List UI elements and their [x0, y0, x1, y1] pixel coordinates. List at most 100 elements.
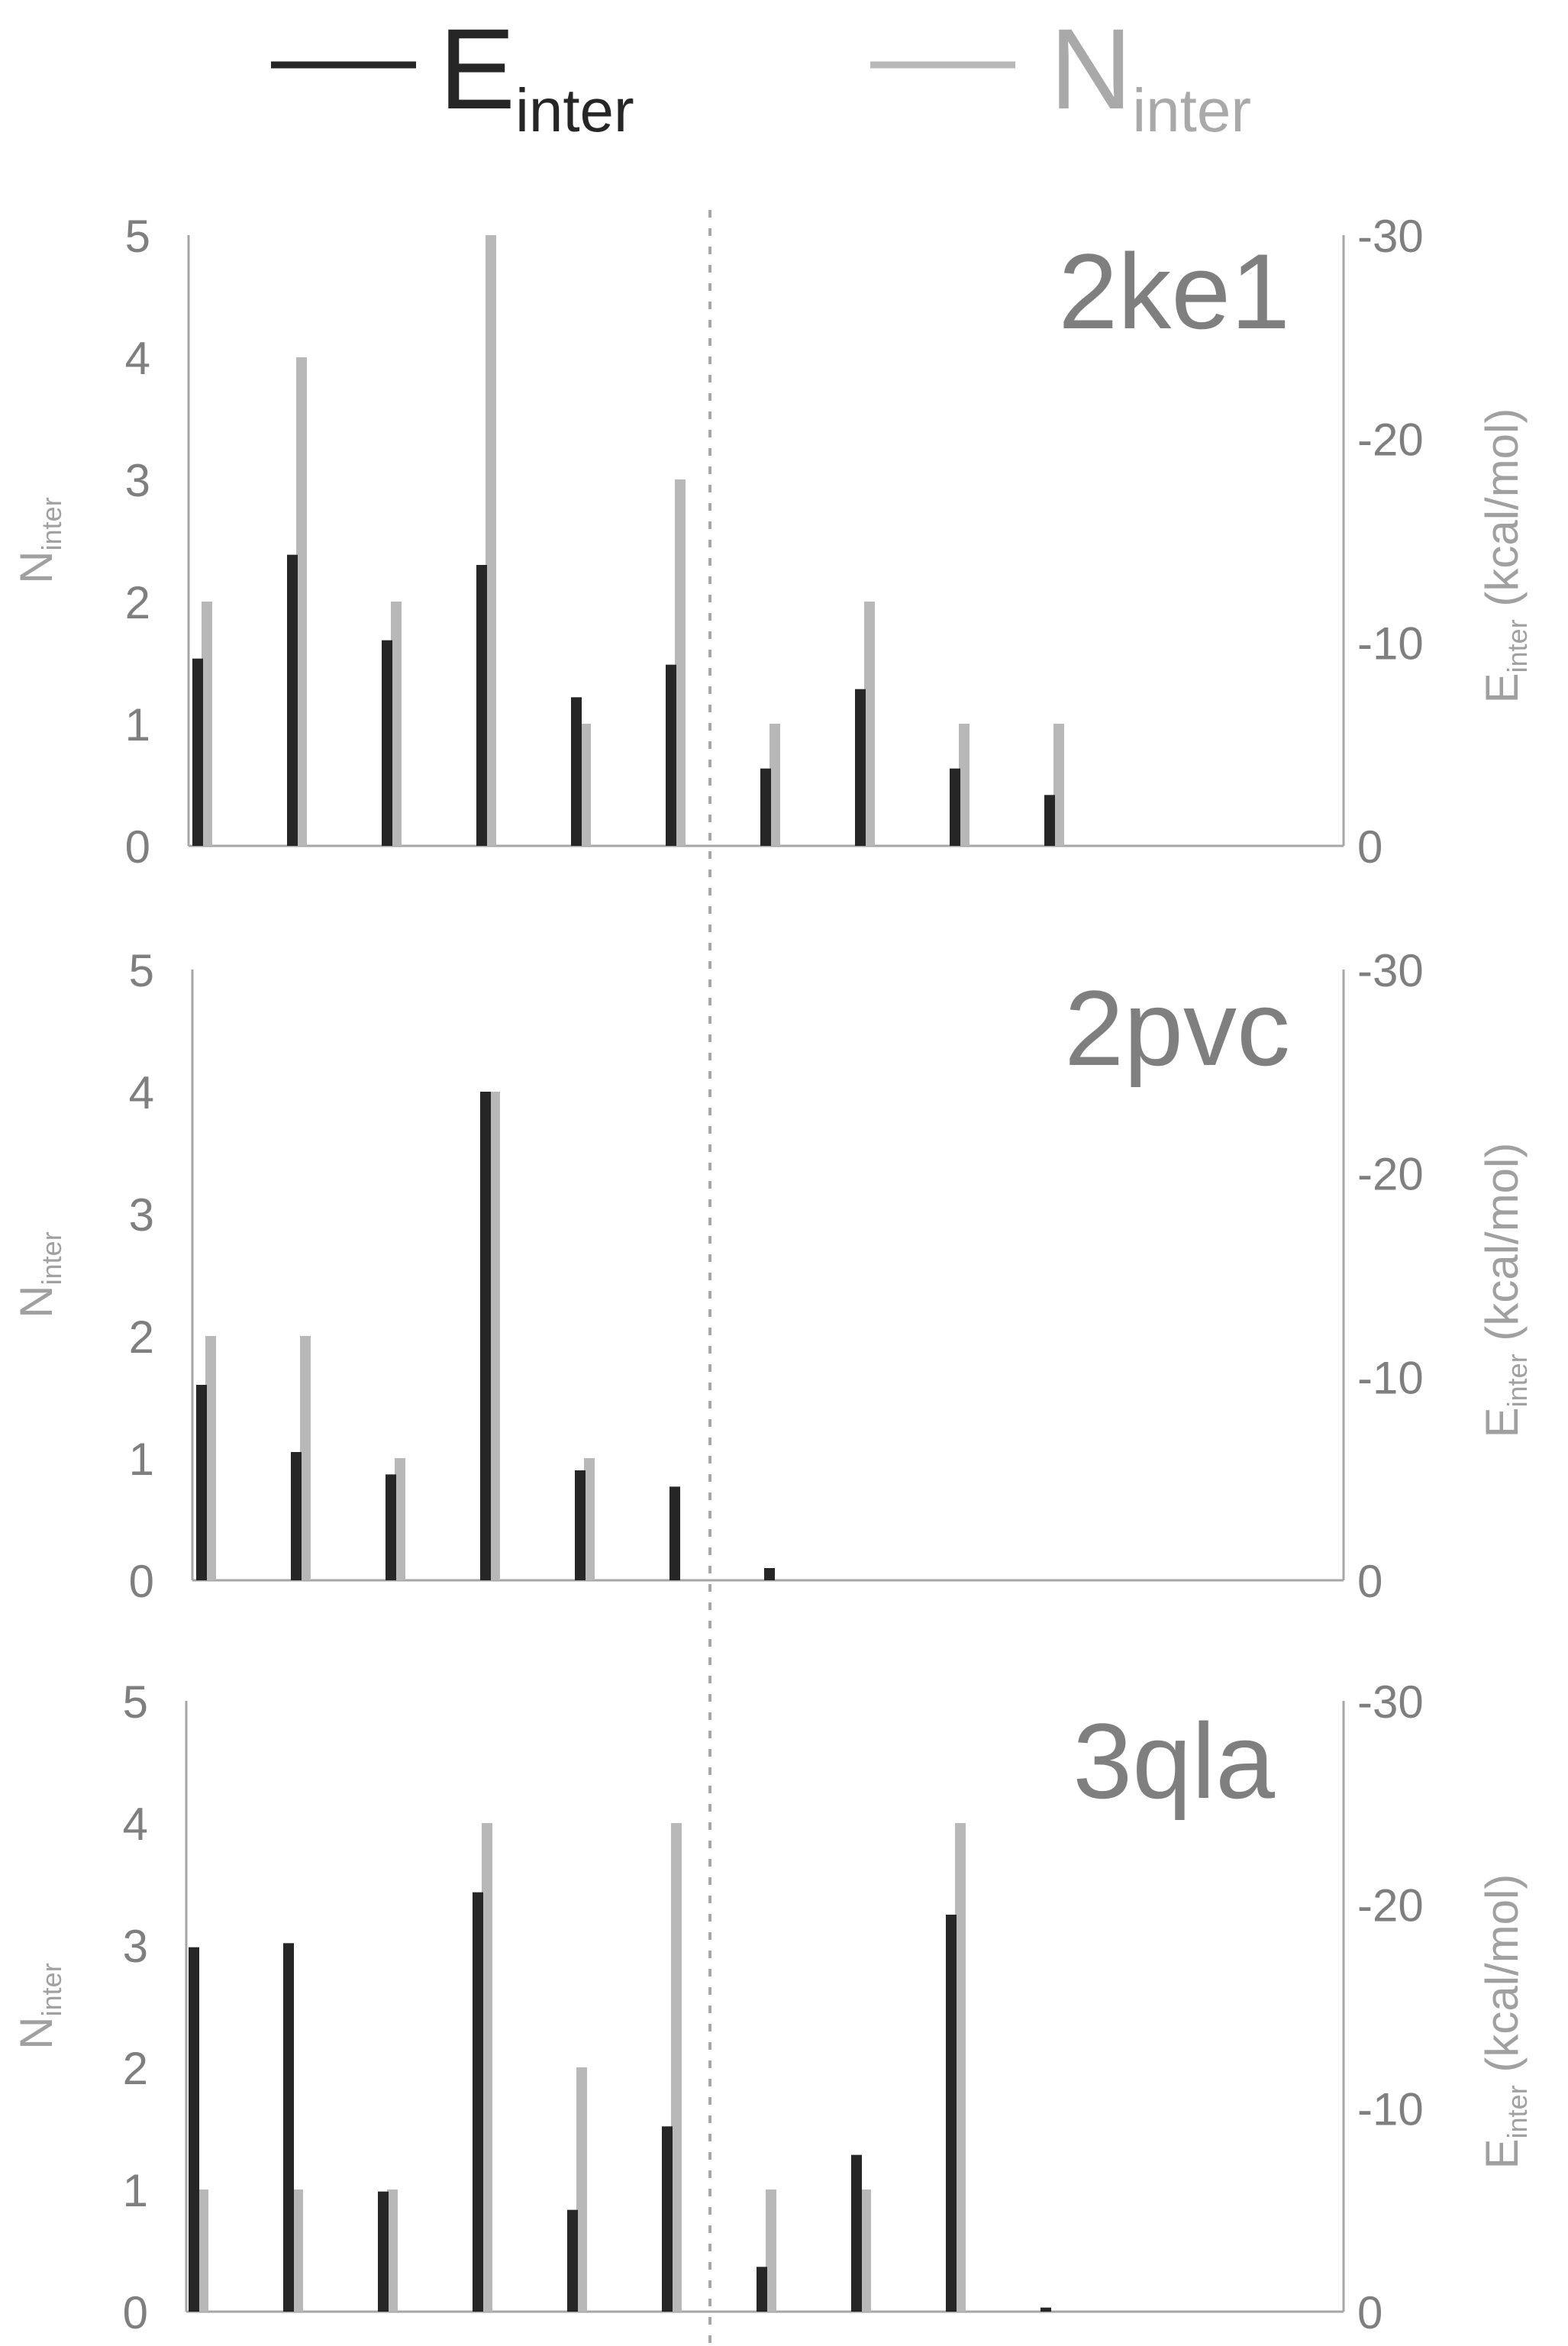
left-axis-label: Ninter	[11, 497, 67, 583]
einter-bar	[575, 1470, 586, 1580]
einter-bar	[851, 2154, 862, 2312]
chart-panel-3qla: 0 1 2 3 4 5 0 -10 -20 -30 3qla Ninter Einter (kcal/m…	[11, 1676, 1533, 2338]
panel-title: 2ke1	[1058, 231, 1290, 351]
right-tick-label: -30	[1357, 1676, 1424, 1728]
einter-bar	[764, 1568, 775, 1580]
ninter-bar	[584, 1458, 595, 1580]
legend-label-ninter: Ninter	[1050, 5, 1251, 144]
left-tick-label: 0	[123, 2287, 148, 2338]
left-tick-label: 1	[125, 699, 150, 750]
chart-panel-2ke1: 0 1 2 3 4 5 0 -10 -20 -30 2ke1 Ninter Einter (kcal/m…	[11, 211, 1533, 873]
einter-bar	[480, 1092, 491, 1580]
ninter-bar	[769, 724, 780, 846]
einter-bar	[291, 1452, 302, 1580]
ninter-bar	[202, 602, 212, 846]
right-tick-label: 0	[1357, 1556, 1382, 1607]
einter-bar	[386, 1474, 396, 1580]
ninter-bar	[1053, 724, 1064, 846]
legend-label-einter-main: E	[439, 5, 515, 133]
right-tick-label: -20	[1357, 1880, 1424, 1931]
right-axis-label: Einter (kcal/mol)	[1476, 408, 1533, 704]
left-tick-label: 2	[129, 1312, 154, 1363]
ninter-bar	[675, 479, 686, 846]
chart-panel-2pvc: 0 1 2 3 4 5 0 -10 -20 -30 2pvc Ninter Einter (kcal/m…	[11, 945, 1533, 1607]
einter-bar	[382, 640, 392, 846]
einter-bar	[567, 2209, 578, 2312]
right-tick-label: -10	[1357, 2083, 1424, 2135]
panel-title: 3qla	[1073, 1701, 1275, 1821]
ninter-bar	[860, 2189, 871, 2312]
ninter-bar	[489, 1092, 500, 1580]
right-tick-label: -10	[1357, 1352, 1424, 1403]
ninter-bar	[671, 1823, 682, 2312]
left-axis-label: Ninter	[11, 1963, 67, 2049]
einter-bar	[666, 664, 676, 846]
einter-bar	[1044, 795, 1055, 846]
einter-bar	[950, 768, 960, 846]
left-tick-label: 5	[123, 1676, 148, 1728]
left-axis-label: Ninter	[11, 1231, 67, 1318]
left-tick-label: 3	[125, 455, 150, 506]
left-tick-label: 4	[125, 333, 150, 384]
right-tick-label: 0	[1357, 2287, 1382, 2338]
left-tick-label: 1	[129, 1434, 154, 1485]
left-tick-label: 5	[125, 211, 150, 262]
einter-bar	[946, 1915, 957, 2312]
left-tick-label: 4	[129, 1067, 154, 1118]
einter-bar	[189, 1947, 199, 2312]
left-tick-label: 0	[129, 1556, 154, 1607]
einter-bar	[760, 768, 771, 846]
right-tick-label: -30	[1357, 945, 1424, 996]
legend-label-einter: Einter	[439, 5, 634, 144]
einter-bar	[757, 2267, 767, 2312]
ninter-bar	[486, 235, 496, 846]
einter-bar	[196, 1385, 207, 1580]
legend-label-einter-sub: inter	[515, 76, 634, 144]
right-tick-label: -30	[1357, 211, 1424, 262]
left-tick-label: 2	[125, 577, 150, 628]
legend-label-ninter-main: N	[1050, 5, 1132, 133]
ninter-bar	[300, 1336, 311, 1580]
ninter-bar	[576, 2067, 587, 2312]
ninter-bar	[580, 724, 591, 846]
ninter-bar	[391, 602, 402, 846]
einter-bar	[571, 697, 582, 846]
einter-bar	[473, 1892, 483, 2312]
einter-bar	[669, 1486, 680, 1580]
legend: Einter Ninter	[271, 5, 1251, 144]
right-axis-label: Einter (kcal/mol)	[1476, 1143, 1533, 1438]
ninter-bar	[766, 2189, 776, 2312]
right-tick-label: -20	[1357, 1149, 1424, 1200]
left-tick-label: 0	[125, 821, 150, 873]
ninter-bar	[864, 602, 875, 846]
left-tick-label: 1	[123, 2165, 148, 2216]
ninter-bar	[292, 2189, 303, 2312]
einter-bar	[283, 1943, 294, 2312]
einter-bar	[855, 689, 866, 846]
left-tick-label: 5	[129, 945, 154, 996]
legend-label-ninter-sub: inter	[1132, 76, 1251, 144]
right-axis-label: Einter (kcal/mol)	[1476, 1874, 1533, 2170]
einter-bar	[192, 658, 203, 846]
panel-title: 2pvc	[1064, 968, 1290, 1088]
einter-bar	[476, 565, 487, 846]
ninter-bar	[482, 1823, 492, 2312]
einter-bar	[378, 2191, 389, 2312]
right-tick-label: 0	[1357, 821, 1382, 873]
ninter-bar	[296, 357, 307, 846]
einter-bar	[1040, 2307, 1051, 2312]
left-tick-label: 3	[123, 1921, 148, 1972]
ninter-bar	[959, 724, 970, 846]
einter-bar	[662, 2126, 673, 2312]
ninter-bar	[955, 1823, 966, 2312]
right-tick-label: -10	[1357, 618, 1424, 669]
ninter-bar	[205, 1336, 216, 1580]
ninter-bar	[395, 1458, 405, 1580]
left-tick-label: 2	[123, 2043, 148, 2094]
right-tick-label: -20	[1357, 415, 1424, 466]
left-tick-label: 3	[129, 1189, 154, 1241]
ninter-bar	[198, 2189, 208, 2312]
ninter-bar	[387, 2189, 398, 2312]
left-tick-label: 4	[123, 1799, 148, 1850]
